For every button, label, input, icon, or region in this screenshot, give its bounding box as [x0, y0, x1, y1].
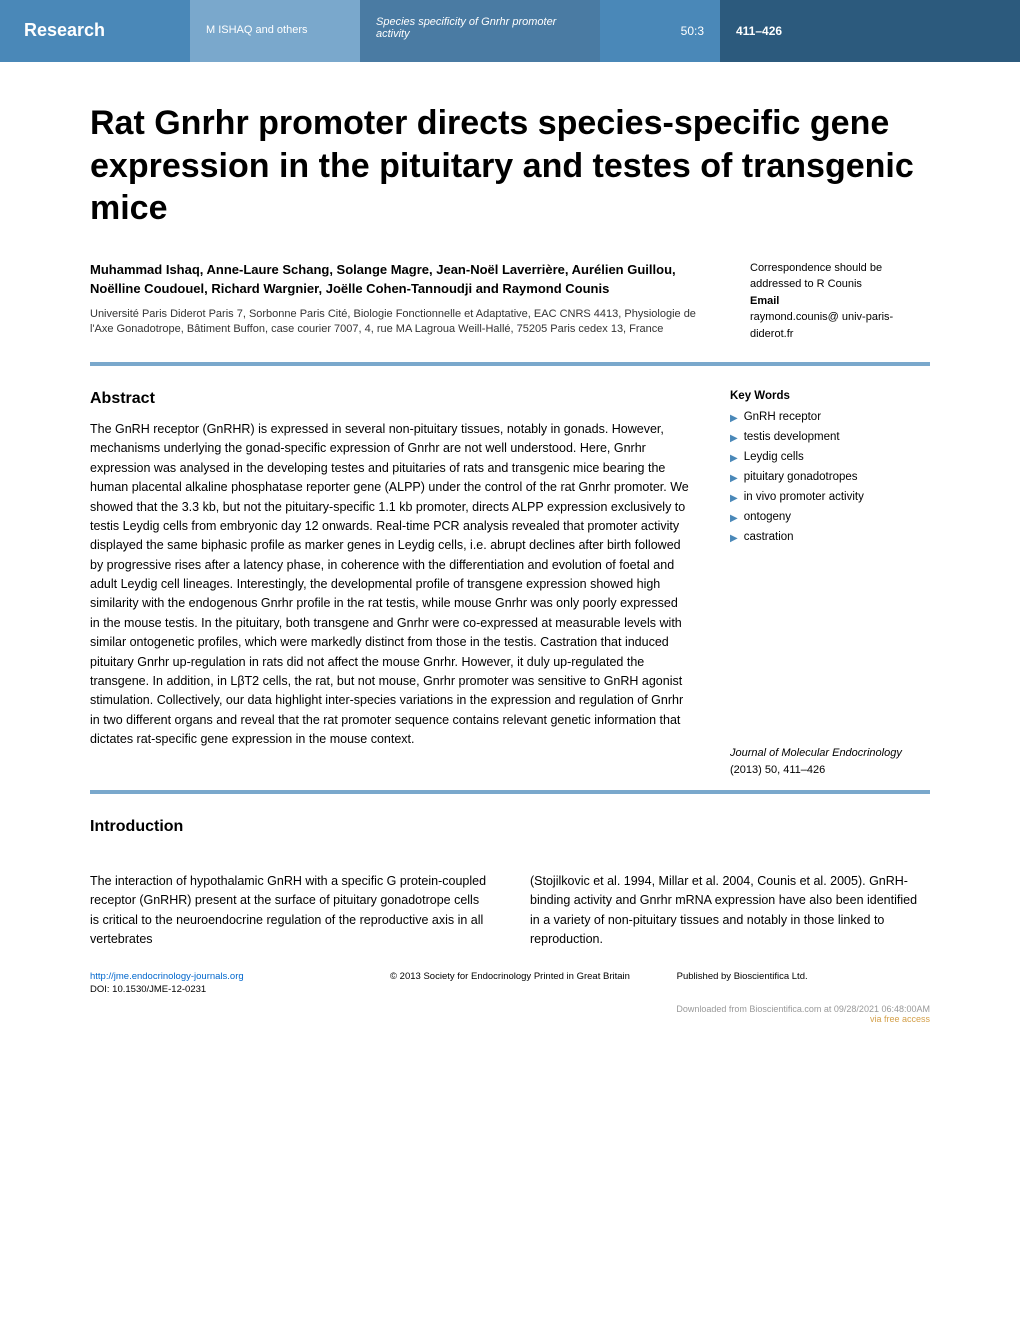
article-title: Rat Gnrhr promoter directs species-speci… [0, 62, 1020, 260]
footer-copyright: © 2013 Society for Endocrinology Printed… [383, 970, 636, 997]
arrow-icon: ▶ [730, 532, 738, 545]
arrow-icon: ▶ [730, 432, 738, 445]
footer-doi: DOI: 10.1530/JME-12-0231 [90, 983, 343, 996]
abstract-heading: Abstract [90, 390, 690, 408]
download-free-access: via free access [870, 1014, 930, 1024]
introduction-heading: Introduction [90, 818, 930, 836]
keyword-text: Leydig cells [744, 450, 804, 465]
abstract-row: Journal of Molecular Endocrinology Abstr… [0, 366, 1020, 778]
intro-right-column: (Stojilkovic et al. 1994, Millar et al. … [530, 872, 930, 950]
keyword-text: in vivo promoter activity [744, 490, 864, 505]
footer-published: Published by Bioscientifica Ltd. [677, 970, 930, 997]
keyword-item: ▶ pituitary gonadotropes [730, 470, 930, 485]
keyword-item: ▶ Leydig cells [730, 450, 930, 465]
keywords-column: Key Words ▶ GnRH receptor ▶ testis developm… [730, 390, 930, 778]
header-pages: 411–426 [720, 0, 1020, 62]
affiliation: Université Paris Diderot Paris 7, Sorbon… [90, 307, 710, 338]
keyword-item: ▶ in vivo promoter activity [730, 490, 930, 505]
keyword-text: testis development [744, 430, 840, 445]
journal-cite-name: Journal of Molecular Endocrinology [730, 745, 930, 762]
arrow-icon: ▶ [730, 492, 738, 505]
header-research-label: Research [0, 0, 190, 62]
journal-citation: Journal of Molecular Endocrinology (2013… [730, 745, 930, 778]
keyword-text: ontogeny [744, 510, 791, 525]
introduction-columns: The interaction of hypothalamic GnRH wit… [0, 848, 1020, 950]
keyword-item: ▶ testis development [730, 430, 930, 445]
correspondence-box: Correspondence should be addressed to R … [750, 260, 930, 343]
correspondence-email-label: Email [750, 293, 930, 310]
header-bar: Research M ISHAQ and others Species spec… [0, 0, 1020, 62]
arrow-icon: ▶ [730, 452, 738, 465]
arrow-icon: ▶ [730, 512, 738, 525]
keywords-heading: Key Words [730, 390, 930, 402]
download-text: Downloaded from Bioscientifica.com at 09… [676, 1004, 930, 1014]
authors-names: Muhammad Ishaq, Anne-Laure Schang, Solan… [90, 260, 710, 299]
correspondence-intro: Correspondence should be addressed to R … [750, 260, 930, 293]
header-authors-short: M ISHAQ and others [190, 0, 360, 62]
keyword-text: GnRH receptor [744, 410, 821, 425]
intro-left-column: The interaction of hypothalamic GnRH wit… [90, 872, 490, 950]
header-running-title: Species specificity of Gnrhr promoter ac… [360, 0, 600, 62]
keyword-item: ▶ GnRH receptor [730, 410, 930, 425]
abstract-text: The GnRH receptor (GnRHR) is expressed i… [90, 420, 690, 749]
keyword-text: castration [744, 530, 794, 545]
download-note: Downloaded from Bioscientifica.com at 09… [0, 996, 1020, 1034]
journal-cite-ref: (2013) 50, 411–426 [730, 762, 930, 779]
header-issue: 50:3 [600, 0, 720, 62]
arrow-icon: ▶ [730, 412, 738, 425]
keyword-item: ▶ ontogeny [730, 510, 930, 525]
footer-row: http://jme.endocrinology-journals.org DO… [0, 950, 1020, 997]
correspondence-email: raymond.counis@ univ-paris-diderot.fr [750, 309, 930, 342]
keyword-text: pituitary gonadotropes [744, 470, 858, 485]
keyword-item: ▶ castration [730, 530, 930, 545]
authors-block: Muhammad Ishaq, Anne-Laure Schang, Solan… [0, 260, 1020, 351]
arrow-icon: ▶ [730, 472, 738, 485]
footer-url[interactable]: http://jme.endocrinology-journals.org [90, 970, 343, 983]
